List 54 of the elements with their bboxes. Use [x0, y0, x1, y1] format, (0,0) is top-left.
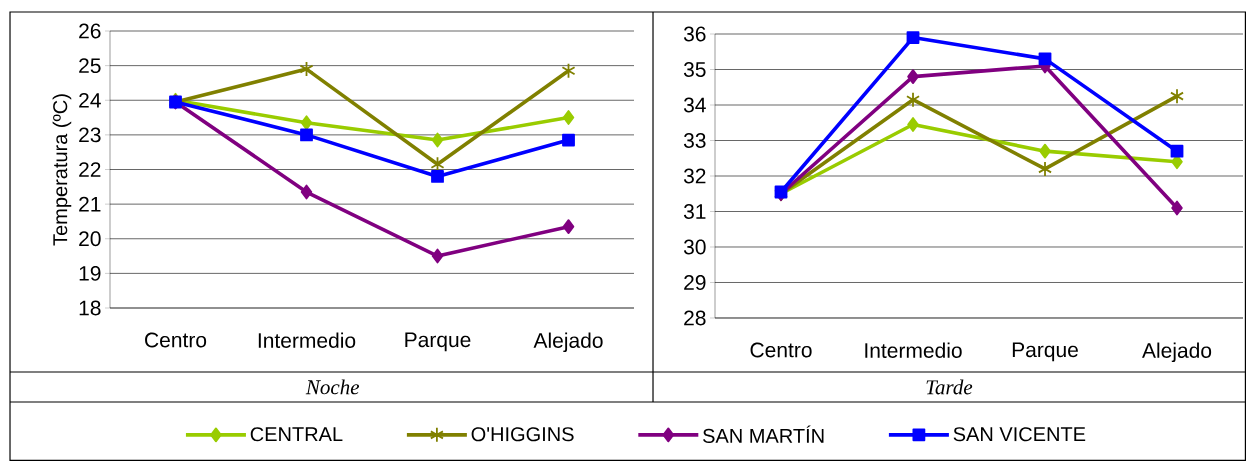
point — [431, 248, 444, 264]
y-tick-label: 30 — [683, 239, 706, 255]
point — [907, 69, 919, 84]
y-tick-label: 33 — [683, 133, 706, 148]
point — [431, 132, 444, 148]
y-tick-label: 35 — [683, 62, 706, 77]
legend-label: SAN VICENTE — [953, 427, 1086, 442]
y-tick-label: 36 — [683, 26, 706, 42]
point — [907, 117, 919, 132]
point — [300, 115, 313, 131]
point — [300, 128, 313, 142]
point — [300, 184, 313, 200]
y-tick-label: 23 — [79, 127, 101, 143]
y-tick-label: 19 — [79, 265, 101, 281]
point — [562, 133, 575, 147]
y-tick-label: 29 — [684, 275, 706, 290]
x-tick-label: Alejado — [1142, 342, 1212, 363]
y-tick-label: 24 — [79, 92, 101, 108]
point — [562, 110, 575, 125]
point — [1170, 88, 1184, 105]
y-tick-label: 26 — [79, 23, 101, 39]
y-tick-label: 34 — [683, 97, 706, 113]
y-tick-label: 25 — [79, 58, 101, 74]
y-tick-label: 32 — [683, 168, 706, 184]
legend-label: SAN MARTÍN — [703, 425, 824, 443]
point — [1038, 52, 1052, 66]
y-axis-title: Temperatura (ºC) — [52, 94, 72, 246]
point — [1038, 161, 1052, 177]
x-axis-title: Tarde — [926, 379, 973, 395]
y-tick-label: 20 — [79, 231, 101, 247]
x-axis-title: Noche — [305, 379, 360, 395]
legend-label: O'HIGGINS — [471, 427, 574, 442]
point — [431, 170, 444, 183]
point — [561, 62, 576, 79]
legend-label: CENTRAL — [250, 427, 343, 442]
point — [1170, 144, 1184, 158]
y-tick-label: 28 — [684, 310, 706, 326]
x-tick-label: Intermedio — [258, 332, 356, 348]
x-tick-label: Alejado — [533, 332, 603, 353]
point — [906, 91, 920, 108]
y-tick-label: 22 — [79, 162, 101, 177]
point — [562, 219, 575, 235]
x-tick-label: Parque — [405, 332, 471, 352]
x-tick-label: Centro — [145, 332, 207, 348]
point — [1039, 143, 1051, 159]
point — [906, 31, 920, 44]
y-tick-label: 31 — [683, 204, 706, 219]
y-tick-label: 21 — [79, 196, 101, 212]
x-tick-label: Intermedio — [865, 342, 962, 358]
point — [299, 61, 314, 77]
x-tick-label: Parque — [1012, 342, 1078, 362]
point — [1171, 200, 1183, 216]
y-tick-label: 18 — [79, 300, 101, 316]
x-tick-label: Centro — [750, 342, 812, 358]
